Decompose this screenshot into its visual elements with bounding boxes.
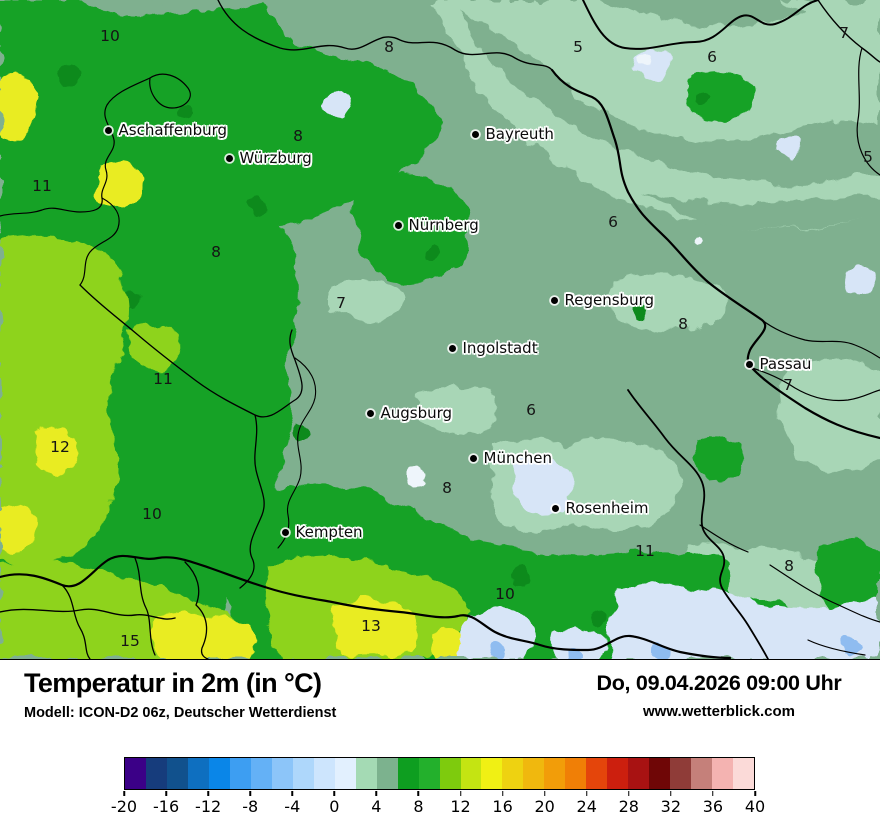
date-block: Do, 09.04.2026 09:00 Uhr www.wetterblick…	[558, 671, 880, 720]
colorbar-segment	[607, 758, 629, 789]
colorbar-tick-label: 12	[450, 797, 471, 816]
colorbar-segment	[334, 758, 356, 789]
colorbar-segment	[481, 758, 503, 789]
model-info: Modell: ICON-D2 06z, Deutscher Wetterdie…	[24, 705, 337, 721]
colorbar-tick	[585, 790, 588, 796]
colorbar-tick	[333, 790, 336, 796]
political-borders	[0, 0, 880, 659]
colorbar-segment	[502, 758, 524, 789]
page-title: Temperatur in 2m (in °C)	[24, 668, 322, 698]
colorbar-segment	[292, 758, 314, 789]
colorbar-tick	[291, 790, 294, 796]
colorbar-tick-label: -20	[110, 797, 138, 816]
colorbar-tick-label: 24	[576, 797, 597, 816]
colorbar-tick-label: 20	[534, 797, 555, 816]
colorbar-segment	[460, 758, 482, 789]
colorbar-tick	[123, 790, 125, 796]
colorbar-segment	[397, 758, 419, 789]
colorbar-tick	[249, 790, 251, 796]
colorbar-segment	[187, 758, 209, 789]
colorbar-segment	[712, 758, 734, 789]
colorbar-tick	[754, 790, 756, 796]
colorbar-tick	[459, 790, 462, 796]
colorbar-segment	[250, 758, 272, 789]
weather-map: Aschaffenburg Würzburg Bayreuth Nürnberg Reg…	[0, 0, 880, 660]
colorbar-segment	[565, 758, 587, 789]
colorbar-tick-label: 28	[618, 797, 639, 816]
colorbar-segment	[544, 758, 566, 789]
colorbar-tick-label: -16	[152, 797, 180, 816]
colorbar-tick	[543, 790, 546, 796]
colorbar-segment	[125, 758, 146, 789]
colorbar-tick-label: 32	[660, 797, 682, 816]
colorbar-segment	[733, 758, 755, 789]
colorbar-tick-label: 0	[329, 797, 340, 816]
colorbar-tick-label: 8	[413, 797, 424, 816]
colorbar-segment	[439, 758, 461, 789]
colorbar-segment	[670, 758, 692, 789]
colorbar-segment	[628, 758, 650, 789]
colorbar-segment	[586, 758, 608, 789]
colorbar-tick-label: -8	[242, 797, 259, 816]
colorbar-segment	[355, 758, 377, 789]
colorbar-segment	[145, 758, 167, 789]
colorbar-segment	[229, 758, 251, 789]
colorbar-tick	[165, 790, 167, 796]
colorbar-ticks	[123, 790, 756, 797]
forecast-datetime: Do, 09.04.2026 09:00 Uhr	[596, 671, 842, 695]
colorbar-tick-label: -12	[195, 797, 222, 816]
colorbar-tick	[628, 790, 630, 796]
colorbar-tick-label: 16	[492, 797, 513, 816]
colorbar-tick	[712, 790, 714, 796]
colorbar-tick-label: -4	[284, 797, 301, 816]
colorbar-tick-label: 4	[371, 797, 382, 816]
colorbar-tick-label: 36	[702, 797, 724, 816]
colorbar-segment	[208, 758, 230, 789]
temperature-field	[0, 0, 880, 659]
colorbar-segment	[691, 758, 713, 789]
colorbar-tick	[417, 790, 420, 796]
colorbar-segment	[271, 758, 293, 789]
temperature-colorbar	[124, 757, 755, 790]
colorbar-tick	[501, 790, 504, 796]
colorbar-segment	[418, 758, 440, 789]
colorbar-segment	[523, 758, 545, 789]
colorbar-tick	[670, 790, 672, 796]
colorbar-segment	[649, 758, 671, 789]
footer-panel: Temperatur in 2m (in °C) Modell: ICON-D2…	[0, 660, 880, 830]
colorbar-segment	[313, 758, 335, 789]
colorbar-segment	[376, 758, 398, 789]
colorbar-labels: -20 -16 -12 -8 -4 0 4 8 12 16 20 24 28 32 36 40	[111, 797, 765, 819]
colorbar-tick	[207, 790, 209, 796]
colorbar-segment	[166, 758, 188, 789]
website-url: www.wetterblick.com	[643, 703, 795, 720]
colorbar-tick-label: 40	[744, 797, 766, 816]
colorbar-tick	[375, 790, 378, 796]
